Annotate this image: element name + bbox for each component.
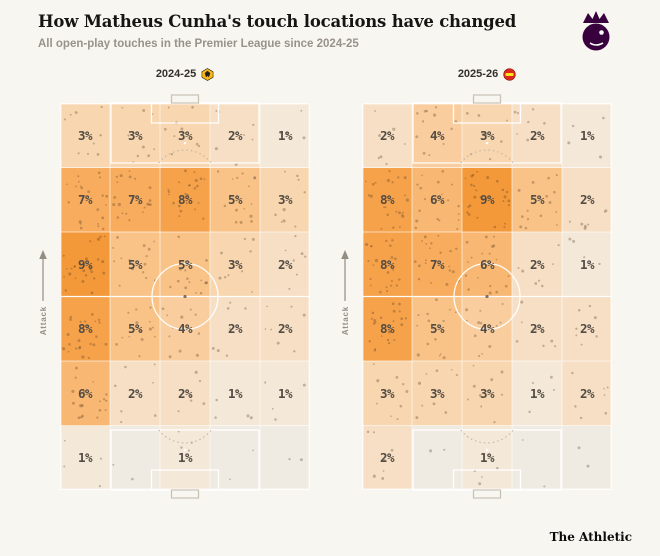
heat-cell (260, 361, 310, 426)
premier-league-logo (582, 11, 610, 51)
season-label: 2024-25 (155, 68, 197, 80)
attack-indicator: Attack (34, 249, 52, 359)
heat-cell (362, 167, 412, 232)
heat-cell (160, 232, 210, 297)
heat-cell (512, 425, 562, 490)
pitch-heatmap-2024-25: Attack 3% 3% 3% 2% 1% 7% 7% 8% 5% 3% 9% 5% 5% 3% 2% 8% 5… (39, 94, 310, 499)
heat-cell (362, 296, 412, 361)
heat-cell (210, 361, 260, 426)
heat-cell (562, 296, 612, 361)
heat-cell (160, 296, 210, 361)
heat-cell (412, 103, 462, 168)
heat-cell (412, 167, 462, 232)
heat-cell (362, 232, 412, 297)
heat-cell (462, 167, 512, 232)
heat-cell (562, 167, 612, 232)
heat-cell (462, 232, 512, 297)
heat-cell (210, 232, 260, 297)
heat-cell (512, 103, 562, 168)
heat-cell (210, 167, 260, 232)
heat-cell (110, 167, 160, 232)
wolves-badge-icon (201, 67, 214, 81)
heat-cell (362, 103, 412, 168)
heat-cell (512, 296, 562, 361)
heat-cell (110, 361, 160, 426)
heat-cell (60, 425, 110, 490)
attack-indicator: Attack (336, 249, 354, 359)
heat-cell (210, 296, 260, 361)
heat-cell (60, 103, 110, 168)
attack-arrow-icon (39, 250, 47, 301)
page-title: How Matheus Cunha's touch locations have… (38, 12, 517, 31)
heat-cell (362, 361, 412, 426)
header: How Matheus Cunha's touch locations have… (38, 12, 550, 50)
heat-cell (512, 167, 562, 232)
heat-cell (210, 103, 260, 168)
attack-arrow-icon (341, 250, 349, 301)
heat-cell (160, 167, 210, 232)
heat-cell (260, 232, 310, 297)
heat-cell (110, 296, 160, 361)
pitch-heatmap-2025-26: Attack 2% 4% 3% 2% 1% 8% 6% 9% 5% 2% 8% 7% 6% 2% 1% 8% 5… (341, 94, 612, 499)
heat-cell (60, 296, 110, 361)
brand-wordmark: The Athletic (549, 530, 632, 544)
heat-cell (210, 425, 260, 490)
pitch-section-2025-26: 2025-26 Attack (341, 66, 612, 499)
heat-cell (160, 103, 210, 168)
heat-cell (160, 361, 210, 426)
heat-cell (60, 361, 110, 426)
attack-label: Attack (340, 306, 350, 336)
pitch-section-2024-25: 2024-25 Attack (39, 66, 310, 499)
heat-cell (260, 103, 310, 168)
heat-cell (462, 296, 512, 361)
season-label: 2025-26 (457, 68, 499, 80)
heat-cell (412, 361, 462, 426)
heat-cell (412, 296, 462, 361)
heat-cell (110, 103, 160, 168)
page-subtitle: All open-play touches in the Premier Lea… (38, 38, 359, 50)
attack-label: Attack (38, 306, 48, 336)
heat-cell (260, 425, 310, 490)
heat-cell (462, 425, 512, 490)
heat-cell (110, 425, 160, 490)
heat-cell (412, 232, 462, 297)
heat-cell (362, 425, 412, 490)
heat-cell (562, 103, 612, 168)
pitch-label-2025-26: 2025-26 (362, 66, 612, 82)
heat-cell (512, 361, 562, 426)
heat-cell (260, 296, 310, 361)
heat-cell (110, 232, 160, 297)
heat-cell (412, 425, 462, 490)
pitch-label-2024-25: 2024-25 (60, 66, 310, 82)
heat-cell (462, 361, 512, 426)
heat-cell (562, 232, 612, 297)
heat-cell (512, 232, 562, 297)
heat-cell (60, 232, 110, 297)
heat-cell (562, 361, 612, 426)
heat-cell (60, 167, 110, 232)
heat-cell (462, 103, 512, 168)
man-united-badge-icon (503, 67, 516, 81)
heat-cell (260, 167, 310, 232)
heat-cell (160, 425, 210, 490)
heat-cell (562, 425, 612, 490)
